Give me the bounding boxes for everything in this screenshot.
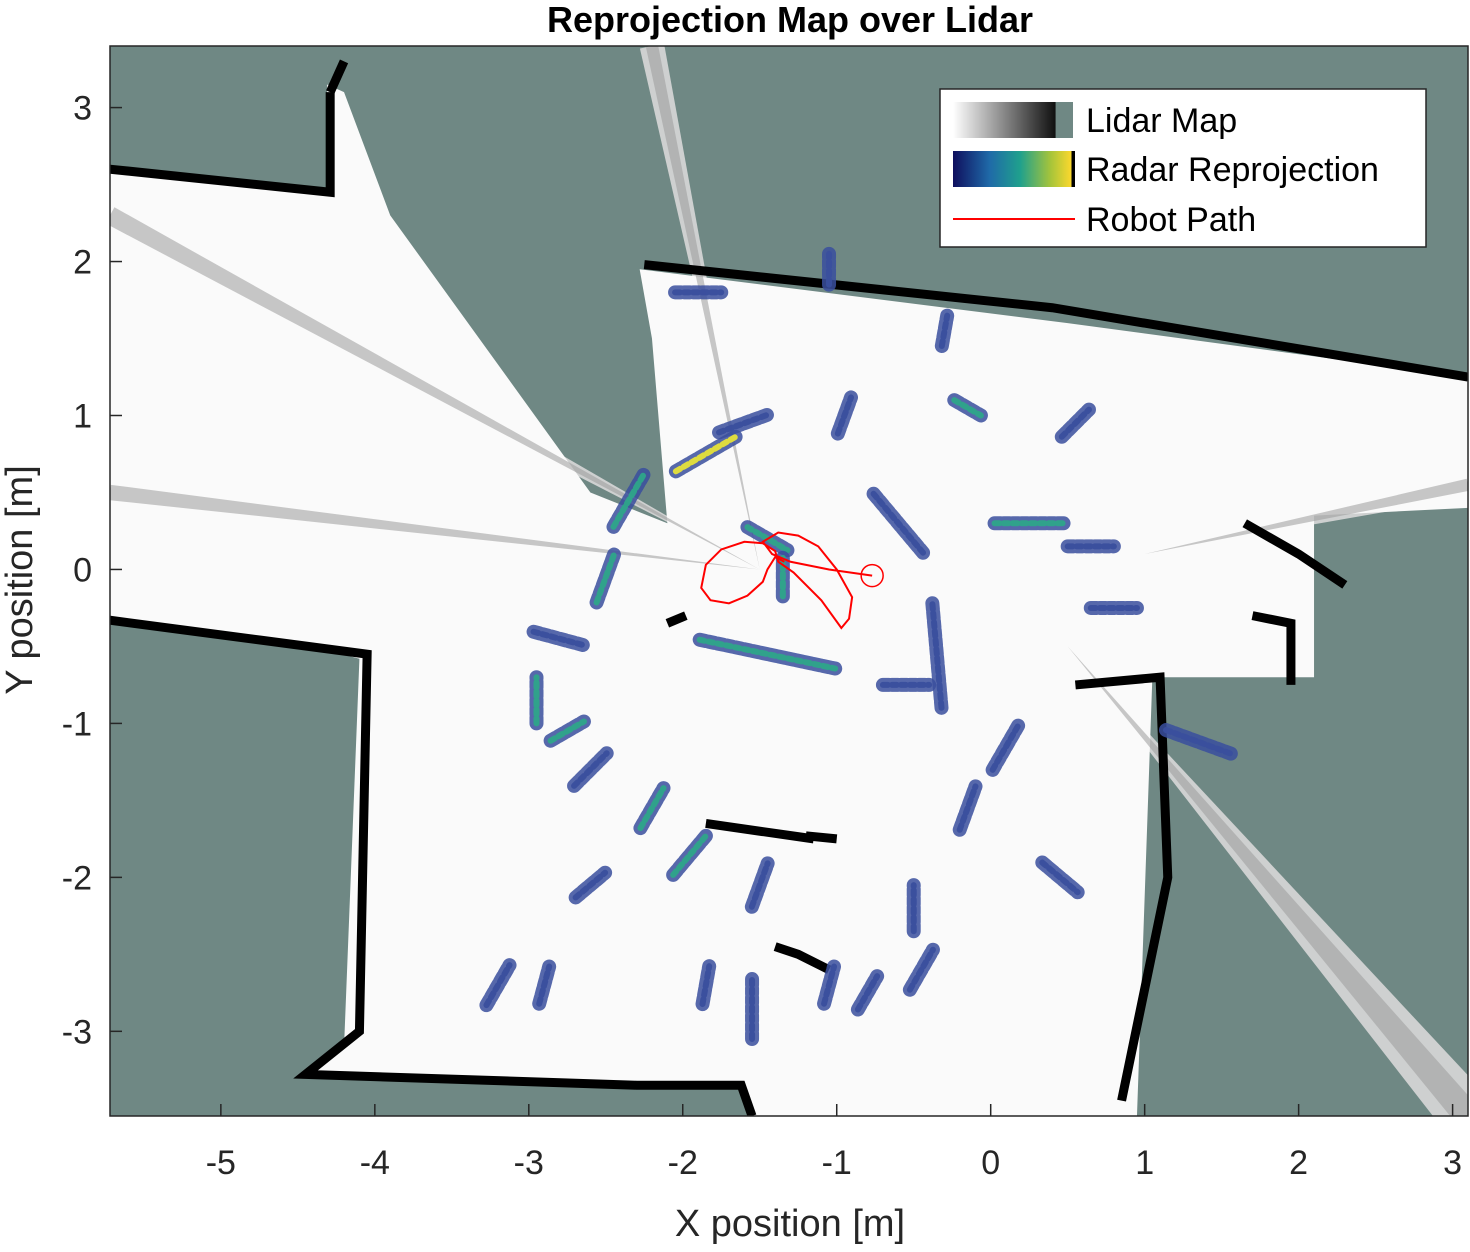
radar-cluster-core-12: [951, 397, 984, 419]
legend-swatch-lidar: [953, 102, 1073, 138]
radar-cluster-core-26: [956, 783, 979, 833]
x-tick-label-8: 3: [1443, 1144, 1462, 1182]
legend-label-radar: Radar Reprojection: [1086, 151, 1379, 189]
legend-swatch-radar: [953, 151, 1075, 187]
lidar-wall-0: [110, 92, 335, 198]
y-tick-label-1: 2: [73, 244, 92, 282]
y-tick-label-6: -3: [62, 1013, 92, 1051]
x-tick-label-3: -2: [668, 1144, 698, 1182]
radar-cluster-core-10: [834, 394, 855, 437]
radar-cluster-core-7: [870, 490, 927, 556]
lidar-wall-7: [1074, 672, 1173, 1102]
radar-cluster-core-5: [696, 636, 839, 672]
radar-cluster-core-13: [1058, 406, 1092, 440]
radar-cluster-core-24: [748, 860, 771, 910]
radar-cluster-core-27: [989, 720, 1023, 773]
x-tick-label-4: -1: [822, 1144, 852, 1182]
lidar-wall-2: [643, 260, 1468, 382]
radar-cluster-core-19: [547, 718, 587, 744]
y-axis-ticks: 3 2 1 0 -1 -2 -3: [62, 90, 122, 1051]
radar-cluster-core-36: [1163, 727, 1235, 757]
radar-cluster-core-35: [906, 946, 936, 993]
lidar-wall-8: [1251, 611, 1296, 685]
radar-cluster-core-30: [536, 963, 553, 1007]
radar-cluster-core-11: [938, 312, 951, 349]
radar-cluster-core-34: [854, 973, 881, 1013]
x-tick-label-5: 0: [981, 1144, 1000, 1182]
y-axis-label: Y position [m]: [0, 465, 41, 695]
y-tick-label-3: 0: [73, 551, 92, 589]
x-tick-label-6: 1: [1135, 1144, 1154, 1182]
y-tick-label-4: -1: [62, 705, 92, 743]
shadow-ray-core-4: [1144, 478, 1468, 555]
x-axis-label: X position [m]: [675, 1203, 905, 1245]
x-tick-label-7: 2: [1289, 1144, 1308, 1182]
radar-cluster-core-28: [1039, 859, 1081, 896]
legend: Lidar Map Radar Reprojection Robot Path: [939, 88, 1427, 248]
x-tick-label-2: -3: [514, 1144, 544, 1182]
radar-cluster-core-6: [593, 548, 618, 606]
robot-position-marker: [860, 563, 884, 588]
y-tick-label-2: 1: [73, 397, 92, 435]
radar-cluster-core-1: [716, 410, 773, 436]
lidar-wall-9: [1242, 519, 1348, 589]
lidar-walls: [110, 59, 1468, 1116]
y-tick-label-5: -2: [62, 859, 92, 897]
x-tick-label-1: -4: [360, 1144, 390, 1182]
chart-title: Reprojection Map over Lidar: [547, 0, 1033, 40]
lidar-wall-6: [665, 611, 688, 628]
radar-cluster-core-31: [699, 963, 713, 1008]
radar-cluster-core-20: [571, 750, 610, 789]
plot-frame: [109, 45, 1469, 1117]
lidar-free-space: [110, 84, 1468, 1116]
radar-cluster-core-21: [637, 785, 667, 832]
radar-cluster-core-8: [929, 597, 945, 711]
radar-cluster-core-17: [530, 628, 589, 649]
radar-cluster-core-2: [610, 470, 648, 530]
radar-cluster-core-0: [672, 433, 739, 475]
robot-path: [700, 531, 873, 630]
x-axis-ticks: -5 -4 -3 -2 -1 0 1 2 3: [206, 1104, 1462, 1182]
lidar-wall-10: [773, 942, 832, 974]
radar-cluster-core-23: [572, 869, 609, 901]
radar-cluster-core-33: [821, 963, 838, 1007]
lidar-wall-3: [110, 615, 757, 1116]
legend-label-lidar: Lidar Map: [1086, 102, 1237, 140]
shadow-ray-core-1: [110, 207, 760, 570]
shadow-ray-core-2: [110, 484, 760, 570]
lidar-wall-1: [326, 59, 349, 95]
radar-reprojection: [479, 246, 1239, 1047]
y-tick-label-0: 3: [73, 90, 92, 128]
x-tick-label-0: -5: [206, 1144, 236, 1182]
radar-cluster-core-29: [483, 962, 513, 1009]
lidar-wall-5: [705, 819, 815, 844]
radar-cluster-core-22: [670, 830, 711, 878]
legend-label-path: Robot Path: [1086, 201, 1256, 239]
